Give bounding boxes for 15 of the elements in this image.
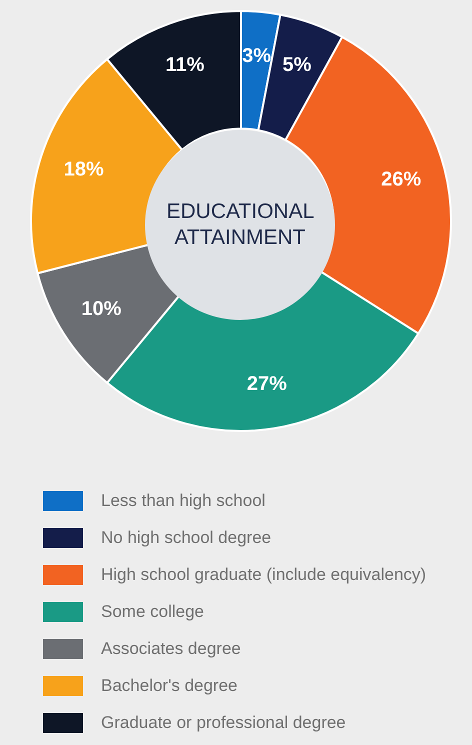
legend-label: Associates degree [101, 638, 241, 658]
data-label: 11% [166, 54, 205, 76]
data-label: 27% [246, 372, 288, 395]
legend-label: Less than high school [101, 490, 266, 510]
data-label: 3% [242, 44, 272, 67]
text: EDUCATIONAL ATTAINMENT [145, 130, 335, 320]
legend-label: Graduate or professional degree [101, 712, 346, 732]
legend-label: Bachelor's degree [101, 676, 238, 696]
legend-label: High school graduate (include equivalency) [101, 564, 426, 584]
data-label: 18% [64, 158, 104, 180]
data-label: 26% [381, 168, 422, 190]
data-label: 5% [282, 54, 312, 76]
legend-label: Some college [101, 602, 204, 622]
legend-label: No high school degree [101, 528, 272, 548]
data-label: 10% [81, 298, 122, 320]
